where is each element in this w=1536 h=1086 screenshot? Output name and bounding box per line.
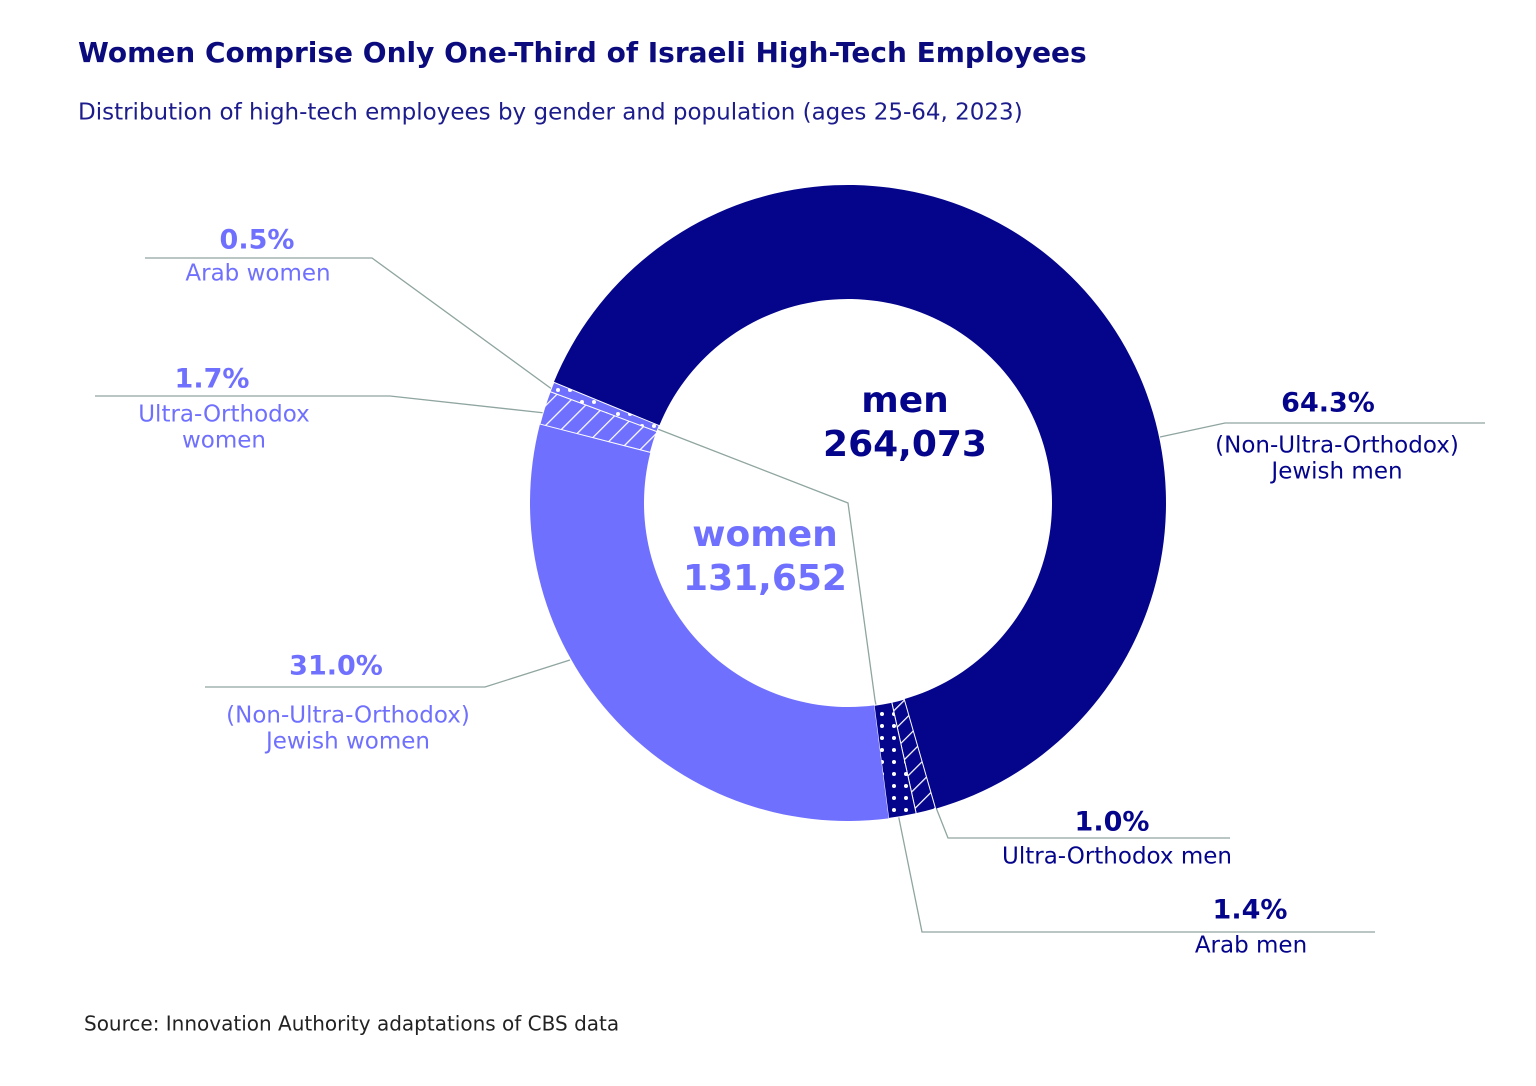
- donut-segment: [553, 185, 1166, 809]
- category-label: Jewish women: [264, 729, 430, 755]
- leader-line: [934, 804, 1230, 839]
- data-label: 64.3%: [1281, 388, 1375, 419]
- group-name: women: [692, 514, 838, 555]
- data-label: 31.0%: [289, 651, 383, 682]
- chart-title: Women Comprise Only One-Third of Israeli…: [78, 36, 1087, 69]
- data-label: 1.0%: [1075, 807, 1150, 838]
- category-label: Ultra-Orthodox: [138, 402, 310, 428]
- leader-line: [1159, 422, 1485, 438]
- group-total: 264,073: [823, 424, 987, 465]
- category-label: (Non-Ultra-Orthodox): [226, 703, 470, 729]
- leader-line: [145, 257, 561, 396]
- category-label: women: [182, 428, 266, 454]
- category-label: Arab women: [185, 261, 330, 287]
- group-name: men: [861, 380, 949, 421]
- segment-pattern: [549, 381, 660, 433]
- source-note: Source: Innovation Authority adaptations…: [84, 1012, 619, 1036]
- leader-line: [654, 427, 1375, 933]
- data-label: 1.4%: [1213, 895, 1288, 926]
- leader-line: [95, 395, 546, 414]
- leader-line: [205, 659, 571, 688]
- segment-pattern: [873, 701, 917, 819]
- group-total: 131,652: [683, 558, 847, 599]
- donut-segment: [530, 424, 889, 821]
- category-label: Ultra-Orthodox men: [1002, 844, 1232, 870]
- category-label: Jewish men: [1269, 459, 1402, 485]
- chart-subtitle: Distribution of high-tech employees by g…: [78, 100, 1023, 126]
- category-label: Arab men: [1195, 933, 1307, 959]
- data-label: 1.7%: [175, 364, 250, 395]
- category-label: (Non-Ultra-Orthodox): [1215, 433, 1459, 459]
- data-label: 0.5%: [220, 225, 295, 256]
